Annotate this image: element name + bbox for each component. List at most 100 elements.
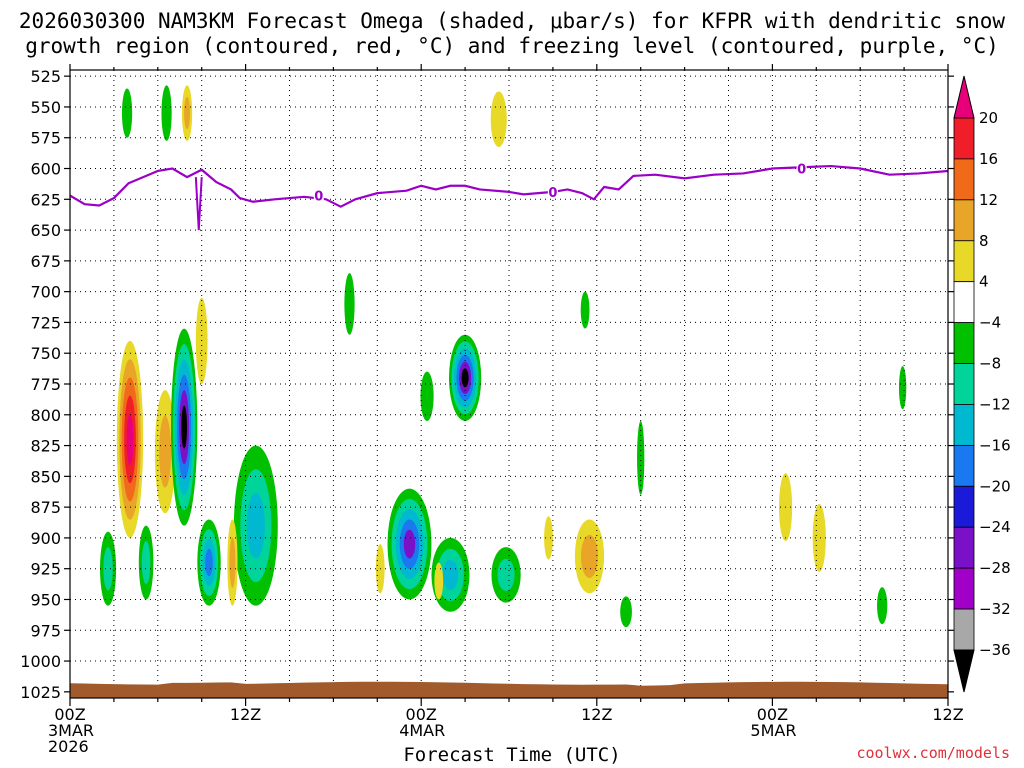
omega-contour-ring <box>812 504 826 572</box>
colorbar-segment <box>953 240 975 283</box>
omega-contour-ring <box>141 541 151 585</box>
omega-cell <box>387 488 432 600</box>
omega-cell <box>449 334 482 421</box>
omega-contour-ring <box>497 558 515 592</box>
x-tick-label: 2026 <box>48 737 89 756</box>
omega-contour-ring <box>184 96 191 130</box>
y-tick-label: 950 <box>30 590 61 609</box>
terrain-layer <box>70 681 948 698</box>
x-tick-label: 00Z <box>757 705 788 724</box>
y-tick-label: 725 <box>30 313 61 332</box>
omega-contour-ring <box>229 537 236 588</box>
omega-cell <box>574 519 605 594</box>
omega-contour-ring <box>544 516 553 560</box>
colorbar-segment <box>953 444 975 487</box>
omega-cell <box>227 519 238 606</box>
omega-contour-ring <box>637 420 645 495</box>
axes-layer: 525 550 575 600 625 650 675 700 725 750 775 800 825 8… <box>20 64 964 756</box>
colorbar-label: −8 <box>979 355 1001 373</box>
colorbar-segment <box>953 526 975 569</box>
omega-cell <box>197 519 221 606</box>
colorbar-segment <box>953 567 975 610</box>
y-tick-label: 600 <box>30 160 61 179</box>
colorbar-segment <box>953 199 975 242</box>
omega-cell <box>233 445 278 606</box>
freezing-level-label: 0 <box>548 186 557 201</box>
y-tick-label: 650 <box>30 221 61 240</box>
omega-cell <box>491 547 521 603</box>
omega-contour-ring <box>442 559 459 591</box>
omega-cell <box>99 531 117 606</box>
omega-contour-ring <box>246 492 265 559</box>
colorbar-segment <box>953 485 975 528</box>
colorbar-segment <box>953 608 975 651</box>
freezing-level-label-bg <box>313 187 324 202</box>
omega-cell <box>620 596 632 628</box>
y-tick-label: 900 <box>30 529 61 548</box>
x-axis-label: Forecast Time (UTC) <box>403 744 621 766</box>
omega-contour-ring <box>490 91 507 147</box>
freezing-level-label-bg <box>547 183 558 198</box>
colorbar-segment <box>953 281 975 324</box>
y-tick-label: 975 <box>30 621 61 640</box>
y-tick-label: 875 <box>30 498 61 517</box>
colorbar-label: −12 <box>979 395 1011 413</box>
omega-cell <box>420 371 434 421</box>
omega-cell <box>170 328 198 526</box>
colorbar-label: −4 <box>979 314 1001 332</box>
omega-cell <box>490 91 507 147</box>
omega-contour-ring <box>161 85 172 141</box>
colorbar-label: −36 <box>979 641 1011 659</box>
y-tick-label: 700 <box>30 283 61 302</box>
omega-cell <box>637 420 645 495</box>
omega-contour-ring <box>434 562 444 600</box>
omega-contour-ring <box>181 405 188 449</box>
omega-cell <box>154 390 176 514</box>
omega-cell <box>812 504 826 572</box>
x-tick-label: 4MAR <box>399 721 445 740</box>
freezing-level-label: 0 <box>314 190 323 205</box>
omega-cell <box>181 85 193 141</box>
x-tick-label: 12Z <box>230 705 261 724</box>
colorbar-bottom-triangle <box>953 649 975 693</box>
x-tick-label: 5MAR <box>750 721 796 740</box>
colorbar-label: 4 <box>979 273 989 291</box>
terrain-fill <box>70 681 948 698</box>
freezing-level-layer: 0 0 0 <box>70 160 948 231</box>
credit-link[interactable]: coolwx.com/models <box>856 744 1010 762</box>
chart-title-line-2: growth region (contoured, red, °C) and f… <box>25 34 999 58</box>
x-tick-label: 00Z <box>54 705 85 724</box>
colorbar-segment <box>953 363 975 405</box>
y-tick-label: 800 <box>30 406 61 425</box>
omega-contour-ring <box>620 596 632 628</box>
omega-contour-ring <box>205 548 213 577</box>
colorbar-top-triangle <box>953 75 975 119</box>
x-tick-label: 12Z <box>932 705 963 724</box>
y-tick-label: 625 <box>30 190 61 209</box>
colorbar-label: 20 <box>979 109 998 127</box>
colorbar-label: 16 <box>979 150 998 168</box>
x-tick-label: 00Z <box>406 705 437 724</box>
chart-title-line-1: 2026030300 NAM3KM Forecast Omega (shaded… <box>18 9 1006 33</box>
y-tick-label: 1000 <box>20 652 61 671</box>
omega-cell <box>138 525 154 600</box>
y-tick-label: 550 <box>30 98 61 117</box>
omega-contour-ring <box>877 587 888 625</box>
omega-cell <box>121 88 133 138</box>
colorbar: 20 16 12 8 4 −4 −8 −12 −16 −20 −24 −28 −32 −36 <box>953 75 1011 693</box>
y-tick-label: 750 <box>30 344 61 363</box>
omega-contour-ring <box>126 413 134 465</box>
omega-shading-layer <box>99 85 907 628</box>
omega-contour-ring <box>898 366 907 410</box>
y-tick-label: 525 <box>30 67 61 86</box>
omega-cell <box>877 587 888 625</box>
colorbar-segment <box>953 117 975 160</box>
colorbar-label: −20 <box>979 477 1011 495</box>
omega-cell <box>116 340 144 538</box>
y-tick-label: 1025 <box>20 683 61 702</box>
freezing-level-spike <box>194 177 203 231</box>
y-tick-label: 675 <box>30 252 61 271</box>
omega-cell <box>544 516 553 560</box>
omega-contour-ring <box>344 273 355 335</box>
